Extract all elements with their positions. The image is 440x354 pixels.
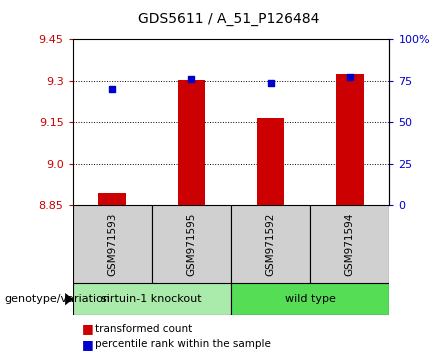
Text: sirtuin-1 knockout: sirtuin-1 knockout xyxy=(102,294,202,304)
Text: GSM971592: GSM971592 xyxy=(266,212,275,276)
Text: genotype/variation: genotype/variation xyxy=(4,294,110,304)
Text: GDS5611 / A_51_P126484: GDS5611 / A_51_P126484 xyxy=(138,12,319,27)
Text: ■: ■ xyxy=(81,338,93,350)
Bar xyxy=(73,283,231,315)
Bar xyxy=(73,205,152,283)
Bar xyxy=(231,205,310,283)
Text: GSM971595: GSM971595 xyxy=(187,212,196,276)
Bar xyxy=(178,80,205,205)
Text: wild type: wild type xyxy=(285,294,336,304)
Point xyxy=(267,80,274,86)
Text: transformed count: transformed count xyxy=(95,324,192,333)
Bar xyxy=(99,193,126,205)
Bar xyxy=(310,205,389,283)
Bar xyxy=(152,205,231,283)
Bar xyxy=(257,118,284,205)
Text: GSM971594: GSM971594 xyxy=(345,212,355,276)
Point xyxy=(346,74,353,80)
Text: percentile rank within the sample: percentile rank within the sample xyxy=(95,339,271,349)
Point xyxy=(109,86,116,92)
Text: GSM971593: GSM971593 xyxy=(107,212,117,276)
Text: ■: ■ xyxy=(81,322,93,335)
Bar xyxy=(231,283,389,315)
Point xyxy=(188,76,195,82)
Polygon shape xyxy=(65,293,73,305)
Bar xyxy=(336,74,364,205)
